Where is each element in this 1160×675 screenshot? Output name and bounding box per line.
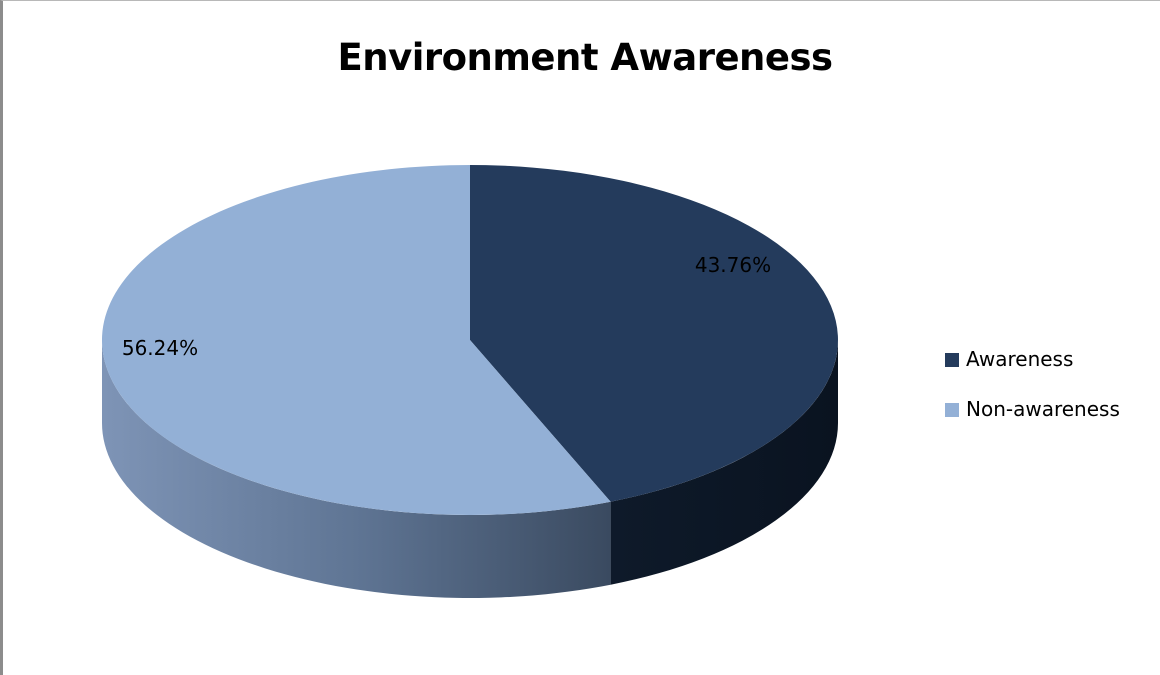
legend-item-non-awareness: Non-awareness (945, 395, 1120, 445)
data-label-non-awareness: 56.24% (122, 336, 198, 360)
chart-title: Environment Awareness (337, 36, 833, 79)
legend-label-awareness: Awareness (966, 347, 1074, 371)
slice-non-awareness (101, 165, 611, 515)
slice-awareness (470, 165, 838, 502)
legend: Awareness Non-awareness (945, 345, 1120, 445)
legend-swatch-awareness (945, 353, 959, 367)
legend-swatch-non-awareness (945, 403, 959, 417)
data-label-awareness: 43.76% (695, 253, 771, 277)
slice-side-awareness (610, 340, 838, 585)
legend-label-non-awareness: Non-awareness (966, 397, 1120, 421)
legend-item-awareness: Awareness (945, 345, 1120, 395)
slice-side-non-awareness (102, 340, 611, 598)
